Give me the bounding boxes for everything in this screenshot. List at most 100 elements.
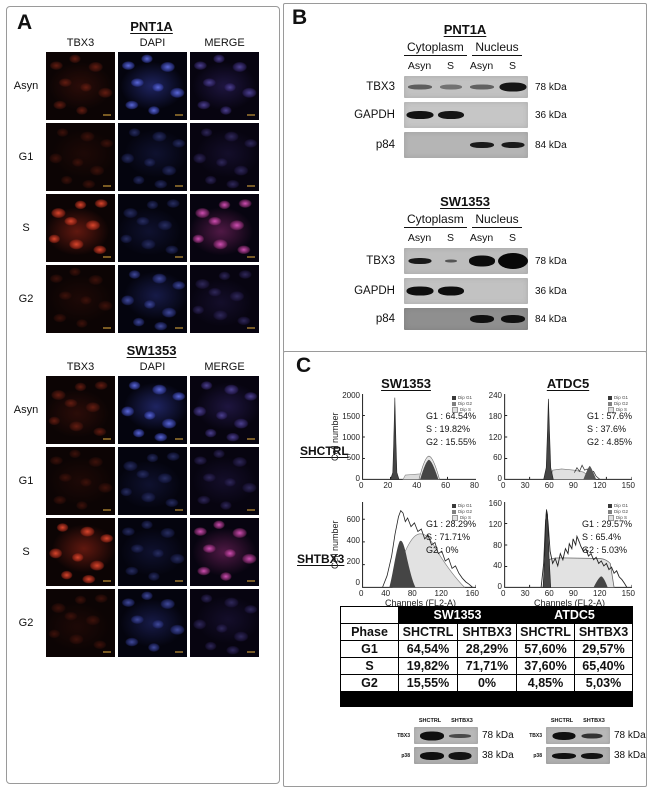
x-axis-label: Channels (FL2-A) (384, 598, 457, 608)
micrograph-merge (190, 123, 259, 191)
kd-blot-atdc5: SHCTRL SHTBX3 TBX3 78 kDa p38 38 kDa (520, 718, 650, 764)
phase-stats: G1 : 64.54% S : 19.82% G2 : 15.55% (425, 411, 476, 448)
wb-group-sw1353: SW1353 Cytoplasm Nucleus Asyn S Asyn S T… (284, 194, 646, 330)
protein-label: TBX3 (529, 732, 542, 739)
table-row: S 19,82% 71,71% 37,60% 65,40% (340, 657, 633, 675)
panel-a-label: A (17, 11, 33, 34)
table-header-row: Phase SHCTRL SHTBX3 SHCTRL SHTBX3 (340, 623, 633, 641)
legend: Dip G1 Dip G2 Dip S (607, 503, 628, 521)
legend-swatch-g1 (451, 396, 456, 401)
lane-labels: Asyn S Asyn S (404, 60, 528, 72)
table-group-header: ATDC5 (516, 606, 633, 624)
flow-plot-sw1353-shtbx3: Cell number 600 400 200 0 Di (330, 502, 479, 608)
fraction-nucleus: Nucleus (472, 40, 522, 56)
legend-swatch-g1 (607, 504, 612, 509)
protein-label: GAPDH (354, 109, 395, 121)
blot-p38 (414, 747, 478, 764)
histogram-svg (362, 394, 476, 480)
legend-swatch-g2 (451, 509, 456, 514)
lane-label: Asyn (407, 60, 432, 72)
micrograph-merge (190, 518, 259, 586)
protein-label: GAPDH (354, 285, 395, 297)
kd-lane-labels: SHCTRL SHTBX3 (418, 718, 473, 724)
wb-group-pnt1a: PNT1A Cytoplasm Nucleus Asyn S Asyn S TB… (284, 22, 646, 158)
x-axis-ticks: 0 30 60 90 120 150 (501, 589, 635, 598)
y-axis-label: Cell number (330, 412, 340, 462)
y-axis-ticks: 160 120 80 40 0 (488, 499, 502, 591)
wb-group-title: PNT1A (443, 22, 487, 37)
blot-tbx3 (414, 727, 478, 744)
micrograph-dapi (118, 518, 187, 586)
legend-swatch-g1 (607, 396, 612, 401)
fraction-labels: Cytoplasm Nucleus (404, 212, 528, 228)
protein-label: TBX3 (366, 255, 395, 267)
micrograph-dapi (118, 52, 187, 120)
panel-b-label: B (292, 6, 308, 29)
panel-b: B PNT1A Cytoplasm Nucleus Asyn S Asyn S (283, 3, 647, 353)
flow-plot-sw1353-shctrl: Cell number 2000 1500 1000 500 0 (330, 391, 479, 490)
micrograph-tbx3 (46, 447, 115, 515)
if-group-pnt1a: PNT1A TBX3 DAPI MERGE Asyn G1 S G2 (9, 19, 267, 333)
blot-tbx3 (546, 727, 610, 744)
fraction-labels: Cytoplasm Nucleus (404, 40, 528, 56)
legend-swatch-g2 (451, 401, 456, 406)
size-label: 78 kDa (535, 255, 567, 267)
micrograph-merge (190, 265, 259, 333)
protein-label: p38 (533, 752, 542, 759)
lane-label: S (446, 232, 454, 244)
lane-label: S (446, 60, 454, 72)
lane-label: S (508, 232, 516, 244)
if-group-title: PNT1A (130, 19, 173, 34)
if-group-title: SW1353 (126, 343, 177, 358)
column-title-atdc5: ATDC5 (546, 376, 590, 391)
size-label: 78 kDa (614, 730, 646, 741)
fraction-cytoplasm: Cytoplasm (404, 40, 467, 56)
kd-blot-sw1353: SHCTRL SHTBX3 TBX3 78 kDa p38 38 kDa (388, 718, 522, 764)
phase-stats: G1 : 29.57% S : 65.4% G2 : 5.03% (581, 519, 632, 556)
plot-area: Dip G1 Dip G2 Dip S G1 : 29.57% S : 65.4… (504, 502, 632, 588)
blot-gapdh (404, 102, 528, 128)
size-label: 78 kDa (535, 81, 567, 93)
row-label: Asyn (13, 404, 39, 416)
if-grid: TBX3 DAPI MERGE Asyn G1 S G2 (9, 361, 267, 657)
row-label: G1 (18, 475, 34, 487)
if-group-sw1353: SW1353 TBX3 DAPI MERGE Asyn G1 S G2 (9, 343, 267, 657)
micrograph-tbx3 (46, 589, 115, 657)
micrograph-dapi (118, 265, 187, 333)
row-title-shctrl: SHCTRL (300, 444, 349, 458)
legend: Dip G1 Dip G2 Dip S (451, 395, 472, 413)
micrograph-dapi (118, 589, 187, 657)
histogram-svg (504, 502, 632, 588)
y-axis-label: Cell number (330, 520, 340, 570)
lane-labels: Asyn S Asyn S (404, 232, 528, 244)
legend-swatch-g1 (451, 504, 456, 509)
row-label: S (22, 222, 30, 234)
column-header: TBX3 (66, 37, 95, 49)
micrograph-tbx3 (46, 376, 115, 444)
micrograph-dapi (118, 194, 187, 262)
size-label: 38 kDa (614, 750, 646, 761)
protein-label: p84 (375, 313, 395, 325)
plot-area: Dip G1 Dip G2 Dip S G1 : 28.29% S : 71.7… (362, 502, 476, 588)
histogram-svg (362, 502, 476, 588)
row-label: Asyn (13, 80, 39, 92)
row-label: G2 (18, 617, 34, 629)
blot-gapdh (404, 278, 528, 304)
lane-label: Asyn (469, 60, 494, 72)
column-header: DAPI (139, 37, 166, 49)
micrograph-merge (190, 589, 259, 657)
size-label: 36 kDa (535, 285, 567, 297)
lane-label: Asyn (407, 232, 432, 244)
kd-lane-labels: SHCTRL SHTBX3 (550, 718, 605, 724)
table-row: G1 64,54% 28,29% 57,60% 29,57% (340, 640, 633, 658)
x-axis-ticks: 0 40 80 120 160 (359, 589, 479, 598)
micrograph-dapi (118, 447, 187, 515)
phase-stats: G1 : 57.6% S : 37.6% G2 : 4.85% (586, 411, 632, 448)
legend-swatch-s (451, 515, 458, 521)
micrograph-tbx3 (46, 194, 115, 262)
y-axis-ticks: 2000 1500 1000 500 0 (342, 391, 360, 483)
wb-group-title: SW1353 (440, 194, 490, 209)
plot-area: Dip G1 Dip G2 Dip S G1 : 64.54% S : 19.8… (362, 394, 476, 480)
blot-tbx3 (404, 248, 528, 274)
cell-cycle-table: SW1353 ATDC5 Phase SHCTRL SHTBX3 SHCTRL … (340, 606, 633, 707)
